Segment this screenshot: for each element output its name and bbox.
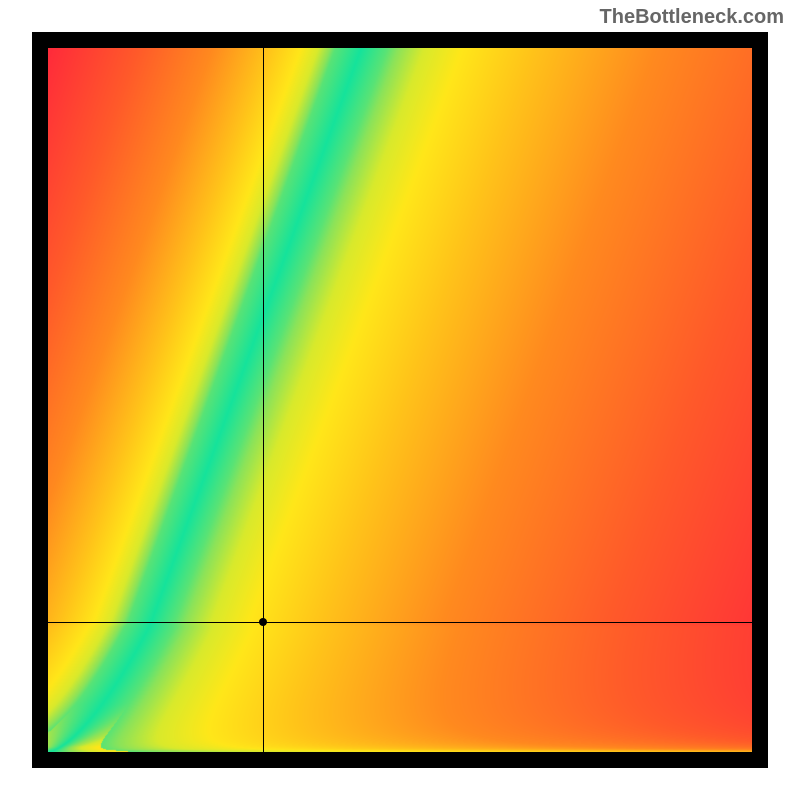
crosshair-point — [259, 618, 267, 626]
watermark-text: TheBottleneck.com — [600, 6, 784, 29]
chart-frame — [32, 32, 768, 768]
crosshair-vertical — [263, 48, 264, 752]
crosshair-horizontal — [48, 622, 752, 623]
heatmap-plot-area — [48, 48, 752, 752]
heatmap-canvas — [48, 48, 752, 752]
